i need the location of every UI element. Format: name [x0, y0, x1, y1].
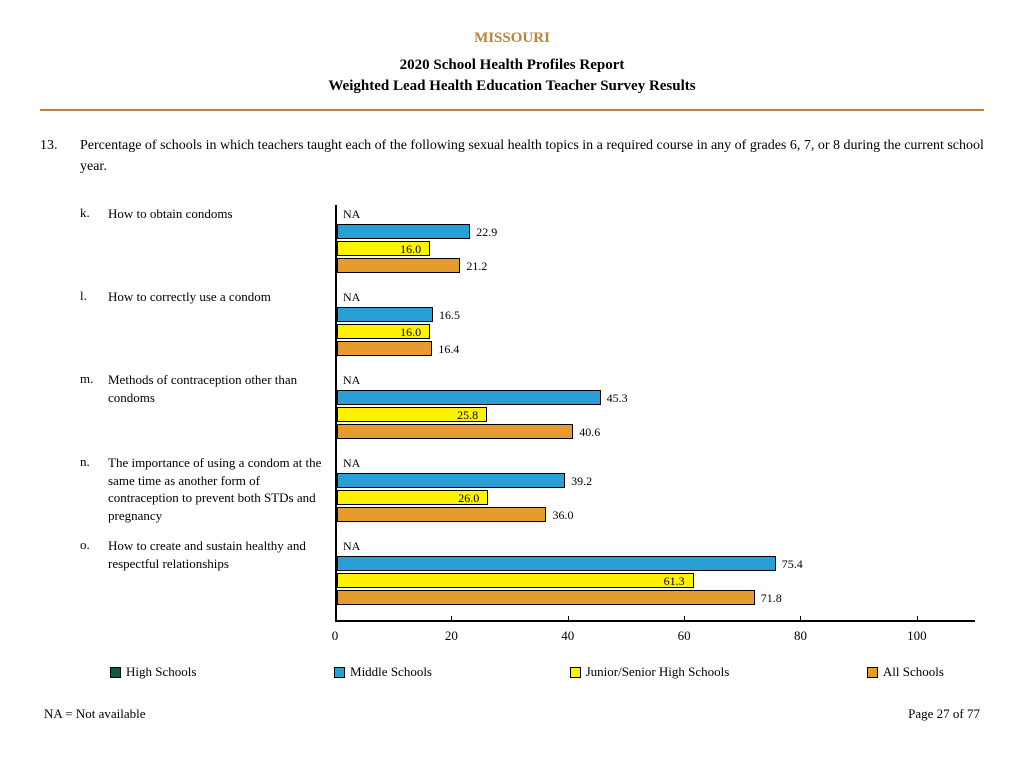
question-text: Percentage of schools in which teachers …	[80, 135, 984, 177]
bar-value-label: 25.8	[457, 408, 478, 423]
report-page: MISSOURI 2020 School Health Profiles Rep…	[0, 0, 1024, 742]
legend-swatch	[570, 667, 581, 678]
row-label: o.How to create and sustain healthy and …	[80, 537, 335, 620]
na-label: NA	[343, 290, 360, 305]
state-name: MISSOURI	[40, 30, 984, 47]
na-label: NA	[343, 373, 360, 388]
bar-value-label: 16.5	[439, 308, 460, 323]
x-tick	[800, 616, 801, 622]
bar-value-label: 75.4	[782, 557, 803, 572]
legend-label: All Schools	[883, 664, 944, 680]
legend-item: Junior/Senior High Schools	[570, 664, 730, 680]
row-text: How to obtain condoms	[108, 205, 335, 288]
bar-group: NA 22.9 16.0 21.2	[337, 205, 975, 288]
bar-group: NA 45.3 25.8 40.6	[337, 371, 975, 454]
x-tick-label: 80	[794, 628, 807, 644]
bar-value-label: 45.3	[607, 391, 628, 406]
row-text: How to correctly use a condom	[108, 288, 335, 371]
row-text: The importance of using a condom at the …	[108, 454, 335, 537]
title-line-2: Weighted Lead Health Education Teacher S…	[328, 78, 695, 94]
bar-value-label: 22.9	[476, 225, 497, 240]
bar	[337, 224, 470, 239]
legend-swatch	[110, 667, 121, 678]
legend-label: Middle Schools	[350, 664, 432, 680]
row-label: k.How to obtain condoms	[80, 205, 335, 288]
bar-value-label: 16.4	[438, 342, 459, 357]
na-label: NA	[343, 539, 360, 554]
x-tick	[917, 616, 918, 622]
bar	[337, 507, 546, 522]
x-tick	[568, 616, 569, 622]
na-label: NA	[343, 207, 360, 222]
bar	[337, 341, 432, 356]
report-title: 2020 School Health Profiles Report Weigh…	[40, 55, 984, 97]
page-number: Page 27 of 77	[908, 706, 980, 722]
row-text: Methods of contraception other than cond…	[108, 371, 335, 454]
bar-value-label: 21.2	[466, 259, 487, 274]
row-label: m.Methods of contraception other than co…	[80, 371, 335, 454]
footer: NA = Not available Page 27 of 77	[40, 706, 984, 722]
legend-swatch	[867, 667, 878, 678]
bar-group: NA 39.2 26.0 36.0	[337, 454, 975, 537]
legend-swatch	[334, 667, 345, 678]
row-label: l.How to correctly use a condom	[80, 288, 335, 371]
row-letter: m.	[80, 371, 108, 454]
bar-value-label: 16.0	[400, 242, 421, 257]
na-label: NA	[343, 456, 360, 471]
bar	[337, 307, 433, 322]
row-labels: k.How to obtain condomsl.How to correctl…	[80, 205, 335, 650]
bar-value-label: 26.0	[458, 491, 479, 506]
plot-inner: NA 22.9 16.0 21.2 NA 16.5 16.0 16.4 NA 45.3 25.8 40…	[335, 205, 975, 620]
title-line-1: 2020 School Health Profiles Report	[400, 57, 625, 73]
legend-label: Junior/Senior High Schools	[586, 664, 730, 680]
x-tick-label: 40	[561, 628, 574, 644]
report-header: MISSOURI 2020 School Health Profiles Rep…	[40, 30, 984, 97]
plot: NA 22.9 16.0 21.2 NA 16.5 16.0 16.4 NA 45.3 25.8 40…	[335, 205, 975, 650]
na-note: NA = Not available	[44, 706, 146, 722]
bar	[337, 473, 565, 488]
x-tick-label: 60	[678, 628, 691, 644]
row-text: How to create and sustain healthy and re…	[108, 537, 335, 620]
row-letter: k.	[80, 205, 108, 288]
x-tick	[335, 616, 336, 622]
question-number: 13.	[40, 135, 80, 177]
bar-group: NA 16.5 16.0 16.4	[337, 288, 975, 371]
legend-item: Middle Schools	[334, 664, 432, 680]
row-letter: n.	[80, 454, 108, 537]
legend-label: High Schools	[126, 664, 196, 680]
x-tick-label: 20	[445, 628, 458, 644]
row-label: n.The importance of using a condom at th…	[80, 454, 335, 537]
chart-area: k.How to obtain condomsl.How to correctl…	[80, 205, 984, 650]
x-axis: 0 20 40 60 80 100	[335, 620, 975, 650]
bar	[337, 424, 573, 439]
bar	[337, 258, 460, 273]
bar-value-label: 61.3	[664, 574, 685, 589]
x-tick-label: 0	[332, 628, 339, 644]
bar	[337, 390, 601, 405]
x-tick	[684, 616, 685, 622]
bar-value-label: 39.2	[571, 474, 592, 489]
bar-value-label: 16.0	[400, 325, 421, 340]
row-letter: o.	[80, 537, 108, 620]
row-letter: l.	[80, 288, 108, 371]
header-divider	[40, 109, 984, 111]
bar	[337, 590, 755, 605]
legend: High Schools Middle Schools Junior/Senior …	[110, 664, 944, 680]
x-tick	[451, 616, 452, 622]
bar-group: NA 75.4 61.3 71.8	[337, 537, 975, 620]
x-tick-label: 100	[907, 628, 927, 644]
bar-value-label: 36.0	[552, 508, 573, 523]
legend-item: All Schools	[867, 664, 944, 680]
question-row: 13. Percentage of schools in which teach…	[40, 135, 984, 177]
bar	[337, 556, 776, 571]
legend-item: High Schools	[110, 664, 196, 680]
bar-value-label: 71.8	[761, 591, 782, 606]
bar	[337, 573, 694, 588]
bar-value-label: 40.6	[579, 425, 600, 440]
